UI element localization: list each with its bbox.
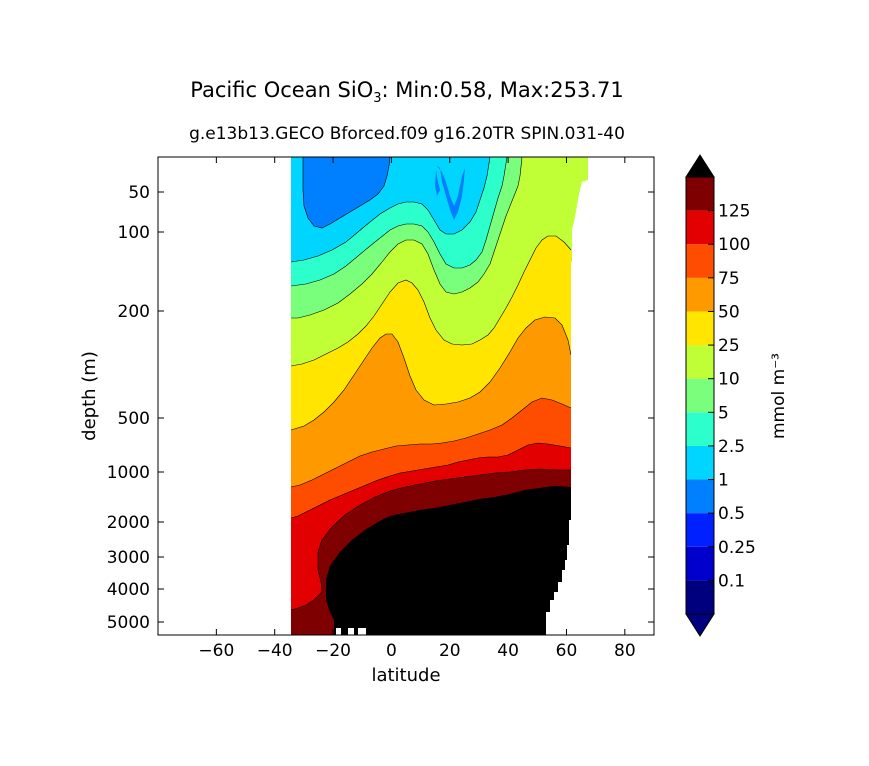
contour-line	[302, 157, 391, 229]
seafloor-notch	[358, 628, 366, 635]
contour-line	[290, 157, 508, 287]
x-axis: −60 −40 −20 0 20 40 60 80	[198, 157, 636, 661]
title-prefix: Pacific Ocean SiO	[190, 78, 374, 102]
colorbar-tick-label: 0.1	[718, 571, 745, 591]
contour-line	[290, 397, 572, 488]
chart-subtitle: g.e13b13.GECO Bforced.f09 g16.20TR SPIN.…	[189, 124, 625, 144]
colorbar-band	[686, 177, 714, 211]
colorbar-band	[686, 244, 714, 278]
field-0_25-0_5-north-b	[435, 170, 440, 196]
colorbar-band	[686, 210, 714, 245]
colorbar-band	[686, 513, 714, 547]
seafloor-notch	[336, 628, 341, 635]
colorbar-tick-label: 125	[718, 202, 750, 222]
colorbar-tick-label: 10	[718, 370, 740, 390]
contour-lines	[290, 157, 572, 611]
y-axis: 50 100 200 500 1000 2000 3000 4000 5000	[107, 183, 654, 633]
contour-line	[291, 157, 523, 319]
colorbar-band	[686, 345, 714, 379]
land-mask-north	[546, 157, 654, 635]
x-tick-label: −60	[198, 641, 234, 661]
plot-area	[290, 157, 654, 635]
y-tick-label: 2000	[107, 513, 150, 533]
x-tick-label: 40	[497, 641, 519, 661]
y-tick-label: 5000	[107, 613, 150, 633]
colorbar: 0.1 0.25 0.5 1 2.5 5 10 25 50 75 100 125	[685, 154, 756, 637]
y-tick-label: 500	[118, 409, 150, 429]
seafloor-notch	[348, 628, 354, 635]
colorbar-extend-max	[685, 154, 715, 178]
y-tick-label: 200	[118, 302, 150, 322]
y-tick-label: 4000	[107, 580, 150, 600]
y-tick-label: 50	[128, 183, 150, 203]
contour-line	[290, 316, 572, 431]
contour-line	[290, 235, 572, 367]
x-axis-label: latitude	[371, 665, 440, 686]
colorbar-band	[686, 445, 714, 480]
x-tick-label: 60	[556, 641, 578, 661]
colorbar-band	[686, 277, 714, 312]
abyss-mask	[326, 486, 571, 635]
colorbar-tick-label: 25	[718, 336, 740, 356]
colorbar-band	[686, 580, 714, 614]
colorbar-tick-label: 75	[718, 269, 740, 289]
x-tick-label: −40	[257, 641, 293, 661]
field-0_25-0_5-north	[436, 165, 465, 220]
colorbar-band	[686, 479, 714, 514]
y-axis-label: depth (m)	[79, 351, 100, 441]
contour-line	[290, 468, 571, 611]
colorbar-tick-label: 100	[718, 235, 750, 255]
title-suffix: : Min:0.58, Max:253.71	[381, 78, 624, 102]
x-tick-label: 80	[614, 641, 636, 661]
colorbar-band	[686, 412, 714, 446]
colorbar-extend-min	[685, 613, 715, 637]
y-tick-label: 1000	[107, 463, 150, 483]
field-0_25-0_5	[303, 157, 390, 228]
contour-line	[290, 442, 572, 519]
contour-line	[290, 157, 491, 263]
x-tick-label: 20	[439, 641, 461, 661]
x-tick-label: −20	[315, 641, 351, 661]
colorbar-tick-label: 5	[718, 403, 729, 423]
colorbar-label: mmol m⁻³	[769, 353, 789, 439]
y-tick-label: 3000	[107, 548, 150, 568]
colorbar-tick-label: 50	[718, 302, 740, 322]
colorbar-tick-label: 0.25	[718, 538, 756, 558]
colorbar-tick-label: 0.5	[718, 504, 745, 524]
colorbar-tick-label: 2.5	[718, 437, 745, 457]
colorbar-tick-label: 1	[718, 471, 729, 491]
colorbar-band	[686, 311, 714, 346]
x-tick-label: 0	[386, 641, 397, 661]
axes-frame	[157, 156, 655, 636]
chart-title: Pacific Ocean SiO3: Min:0.58, Max:253.71	[7, 78, 807, 106]
title-subscript: 3	[373, 91, 382, 107]
colorbar-frame	[685, 176, 715, 615]
colorbar-band	[686, 378, 714, 413]
colorbar-band	[686, 546, 714, 581]
y-tick-label: 100	[118, 223, 150, 243]
